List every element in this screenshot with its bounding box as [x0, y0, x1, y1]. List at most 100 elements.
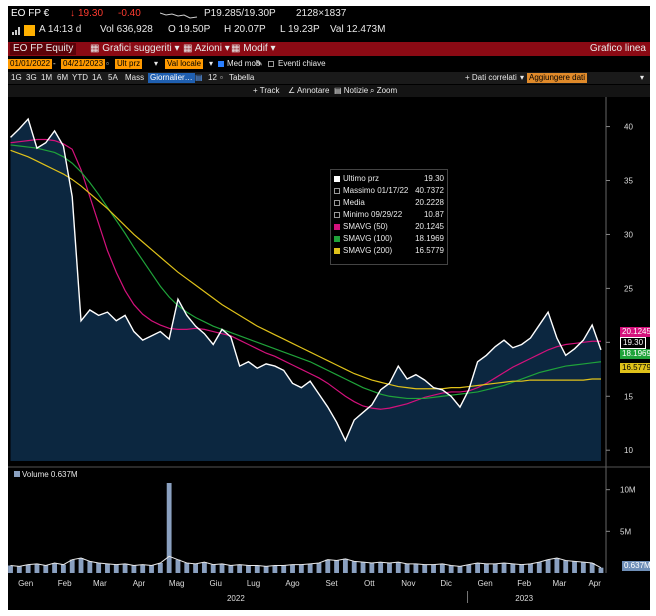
volume-bar — [25, 564, 31, 573]
moving-avg-checkbox[interactable] — [218, 61, 224, 67]
volume-bar — [219, 563, 225, 573]
y-tick-label: 40 — [624, 123, 633, 132]
y-tick-label: 25 — [624, 284, 633, 293]
chart-style-icon[interactable]: ▤ — [195, 73, 203, 82]
volume-bar — [290, 564, 295, 573]
function-toolbar: EO FP Equity ▦ Grafici suggeriti ▾ ▦ Azi… — [8, 42, 650, 56]
mean-swatch — [334, 200, 340, 206]
chart-type-label[interactable]: Grafico linea — [589, 43, 646, 54]
frequency-select[interactable]: Giornalier… — [148, 73, 195, 83]
period-1g[interactable]: 1G — [11, 73, 22, 82]
table-button[interactable]: Tabella — [229, 73, 255, 82]
legend-label: SMAVG (50) — [343, 222, 388, 231]
volume-bar — [298, 564, 304, 573]
x-month-label: Mag — [169, 579, 185, 588]
price-field-select[interactable]: Ult prz — [115, 59, 143, 69]
moving-avg-label: Med mob — [227, 59, 261, 68]
volume-bar — [519, 564, 525, 573]
modify-icon: ▦ — [231, 43, 244, 54]
price-chart[interactable]: 1015202530354010M5MGenFebMarAprMagGiuLug… — [8, 97, 650, 610]
x-month-label: Gen — [18, 579, 33, 588]
zoom-tool[interactable]: ⌕ Zoom — [370, 86, 397, 96]
volume-bar — [501, 563, 507, 573]
news-icon: ▤ — [334, 86, 344, 95]
settings-bar: 01/01/2022 - 04/21/2023 ▫ Ult prz ▾ Val … — [8, 57, 650, 70]
bloomberg-terminal-window: EO FP € ↓ 19.30 -0.40 P19.285/19.30P 212… — [8, 6, 650, 610]
volume-bar — [325, 559, 331, 573]
key-events-label: Eventi chiave — [278, 59, 326, 68]
currency-dropdown-icon: ▾ — [209, 59, 214, 68]
volume-bar — [149, 565, 154, 573]
sma200-line — [10, 149, 601, 390]
period-3g[interactable]: 3G — [26, 73, 37, 82]
news-tool[interactable]: ▤ Notizie — [334, 86, 368, 96]
magnifier-icon: ⌕ — [370, 86, 377, 95]
x-month-label: Apr — [133, 579, 146, 588]
security-field[interactable]: EO FP Equity — [10, 43, 77, 55]
currency-select[interactable]: Val locale — [165, 59, 204, 69]
volume-bar — [52, 563, 57, 573]
volume-bar — [554, 558, 560, 573]
suggested-charts-menu[interactable]: ▦ Grafici suggeriti ▾ — [90, 43, 180, 54]
volume-bar — [105, 563, 110, 573]
period-1m[interactable]: 1M — [41, 73, 53, 82]
period-5a[interactable]: 5A — [108, 73, 118, 82]
legend-value: 19.30 — [423, 174, 444, 183]
volume-bar — [492, 563, 498, 573]
start-date-field[interactable]: 01/01/2022 — [8, 59, 53, 69]
period-6m[interactable]: 6M — [57, 73, 69, 82]
legend-label: Massimo 01/17/22 — [343, 186, 409, 195]
volume-bar — [316, 563, 322, 573]
sma50-swatch — [334, 224, 340, 230]
x-month-label: Mar — [553, 579, 567, 588]
add-data-button[interactable]: Aggiungere dati — [527, 73, 588, 83]
volume-bar — [60, 564, 66, 573]
volume-bar — [572, 561, 577, 573]
period-ytd[interactable]: YTD — [72, 73, 88, 82]
suggested-charts-label: Grafici suggeriti — [102, 43, 172, 54]
volume-bar — [351, 561, 357, 573]
volume-bar — [69, 559, 75, 573]
track-tool[interactable]: + Track — [253, 86, 279, 96]
legend-item-last: Ultimo prz 19.30 — [334, 174, 444, 184]
y-tick-label: 15 — [624, 392, 633, 401]
period-max[interactable]: Mass — [125, 73, 145, 82]
actions-icon: ▦ — [183, 43, 195, 54]
volume-bar — [510, 563, 516, 573]
volume-bar — [281, 565, 287, 573]
volume-bar — [457, 566, 463, 573]
legend-item-low: Minimo 09/29/22 10.87 — [334, 210, 444, 220]
volume-bar — [589, 563, 595, 573]
legend-value: 18.1969 — [415, 234, 444, 243]
end-date-field[interactable]: 04/21/2023 — [61, 59, 106, 69]
track-label: Track — [259, 86, 280, 95]
price-line — [10, 117, 602, 443]
period-12[interactable]: 12 — [208, 73, 217, 82]
x-month-label: Ago — [285, 579, 300, 588]
actions-menu[interactable]: ▦ Azioni ▾ — [183, 43, 230, 54]
x-month-label: Lug — [247, 579, 260, 588]
volume-bar — [43, 565, 49, 573]
volume-bar — [237, 564, 243, 573]
collapse-icon[interactable]: ▾ — [640, 73, 645, 82]
actions-label: Azioni — [194, 43, 222, 54]
period-1a[interactable]: 1A — [92, 73, 102, 82]
quote-time: A 14:13 d — [39, 24, 82, 35]
volume-bar — [580, 562, 586, 573]
legend-value: 20.2228 — [415, 198, 444, 207]
key-events-checkbox[interactable] — [268, 61, 274, 67]
volume-bar — [422, 564, 428, 573]
quote-line-2: A 14:13 d Vol 636,928 O 19.50P H 20.07P … — [8, 24, 650, 38]
modify-menu[interactable]: ▦ Modif ▾ — [231, 43, 276, 54]
volume-tag: 0.637M — [622, 561, 650, 571]
vol-tick-label: 5M — [620, 527, 631, 536]
related-data-button[interactable]: + Dati correlati — [465, 73, 517, 82]
volume-bar — [598, 567, 604, 573]
pencil-icon[interactable]: ✎ — [256, 59, 263, 68]
last-swatch — [334, 176, 340, 182]
sma50-price-tag: 20.1245 — [620, 327, 650, 337]
annotate-tool[interactable]: ∠ Annotare — [288, 86, 329, 96]
x-month-label: Feb — [517, 579, 531, 588]
chart-legend: Ultimo prz 19.30 Massimo 01/17/22 40.7372 … — [330, 169, 448, 265]
bid-ask: P19.285/19.30P — [204, 8, 276, 19]
